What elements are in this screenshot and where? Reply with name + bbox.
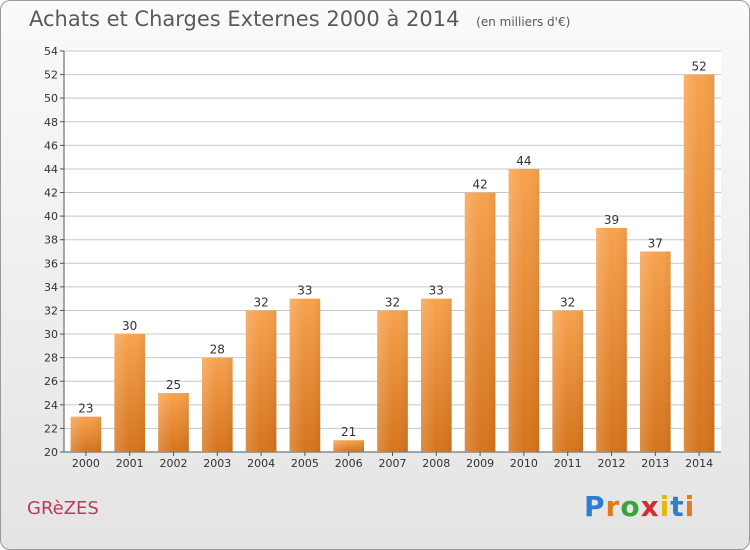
bar-shine — [464, 192, 496, 452]
y-tick-label: 38 — [44, 234, 58, 247]
y-tick-label: 26 — [44, 375, 58, 388]
value-label: 52 — [691, 60, 706, 74]
chart-unit: (en milliers d'€) — [476, 15, 571, 29]
commune-name: GRèZES — [27, 498, 99, 519]
value-label: 42 — [472, 178, 487, 192]
value-label: 32 — [253, 295, 268, 309]
y-tick-label: 42 — [44, 187, 58, 200]
value-label: 32 — [385, 295, 400, 309]
y-tick-label: 44 — [44, 163, 58, 176]
value-label: 33 — [429, 284, 444, 298]
bar-shine — [114, 334, 146, 452]
bar-shine — [245, 310, 277, 452]
x-axis: 2000 2001 2002 2003 2004 2005 2006 2007 2008 2009… — [72, 452, 713, 470]
chart-title-text: Achats et Charges Externes 2000 à 2014 — [29, 7, 460, 31]
value-label: 23 — [78, 402, 93, 416]
logo-letter: i — [684, 490, 696, 523]
y-tick-label: 36 — [44, 257, 58, 270]
chart-title: Achats et Charges Externes 2000 à 2014 (… — [29, 7, 570, 31]
value-label: 37 — [648, 237, 663, 251]
x-tick-label: 2000 — [72, 457, 100, 470]
y-tick-label: 32 — [44, 304, 58, 317]
logo-letter: t — [670, 490, 685, 523]
y-tick-label: 46 — [44, 139, 58, 152]
y-tick-label: 30 — [44, 328, 58, 341]
bar-shine — [377, 310, 408, 452]
logo-letter: o — [620, 490, 641, 523]
x-tick-label: 2005 — [291, 457, 319, 470]
bar-shine — [508, 168, 540, 453]
value-label: 25 — [166, 378, 181, 392]
logo-letter: x — [640, 490, 660, 523]
bar-shine — [683, 74, 715, 453]
y-tick-label: 50 — [44, 92, 58, 105]
x-tick-label: 2014 — [685, 457, 713, 470]
y-tick-label: 54 — [44, 45, 58, 58]
y-tick-label: 40 — [44, 210, 58, 223]
x-tick-label: 2010 — [510, 457, 538, 470]
y-axis: 20 22 24 26 28 30 32 34 36 38 40 42 44 46 48 50 52 54 — [44, 45, 721, 459]
value-label: 39 — [604, 213, 619, 227]
y-tick-label: 22 — [44, 422, 58, 435]
value-label: 30 — [122, 319, 137, 333]
value-label: 44 — [516, 154, 531, 168]
x-tick-label: 2013 — [641, 457, 669, 470]
bar-shine — [552, 310, 584, 452]
x-tick-label: 2009 — [466, 457, 494, 470]
y-tick-label: 28 — [44, 352, 58, 365]
value-label: 28 — [210, 343, 225, 357]
x-tick-label: 2003 — [203, 457, 231, 470]
value-label: 32 — [560, 295, 575, 309]
x-tick-label: 2011 — [554, 457, 582, 470]
x-tick-label: 2008 — [422, 457, 450, 470]
bars — [70, 74, 715, 453]
value-label: 21 — [341, 425, 356, 439]
bar-shine — [596, 227, 627, 452]
bar-shine — [70, 416, 102, 452]
y-tick-label: 52 — [44, 69, 58, 82]
logo-letter: i — [659, 490, 671, 523]
y-tick-label: 24 — [44, 399, 58, 412]
value-label: 33 — [297, 284, 312, 298]
x-tick-label: 2006 — [335, 457, 363, 470]
x-tick-label: 2012 — [598, 457, 626, 470]
bar-shine — [158, 393, 189, 452]
y-tick-label: 48 — [44, 116, 58, 129]
x-tick-label: 2007 — [379, 457, 407, 470]
x-tick-label: 2002 — [160, 457, 188, 470]
value-labels: 23 30 25 28 32 33 21 32 33 42 44 32 39 37 52 — [78, 60, 706, 440]
logo-letter: r — [605, 490, 621, 523]
bar-shine — [420, 298, 452, 452]
bar-shine — [201, 357, 233, 452]
logo-letter: P — [584, 490, 606, 523]
bar-shine — [289, 298, 321, 452]
proxiti-logo[interactable]: Proxiti — [584, 490, 695, 523]
x-tick-label: 2001 — [116, 457, 144, 470]
x-tick-label: 2004 — [247, 457, 275, 470]
y-tick-label: 34 — [44, 281, 58, 294]
bar-shine — [639, 251, 671, 452]
y-tick-label: 20 — [44, 446, 58, 459]
bar-shine — [333, 440, 365, 452]
